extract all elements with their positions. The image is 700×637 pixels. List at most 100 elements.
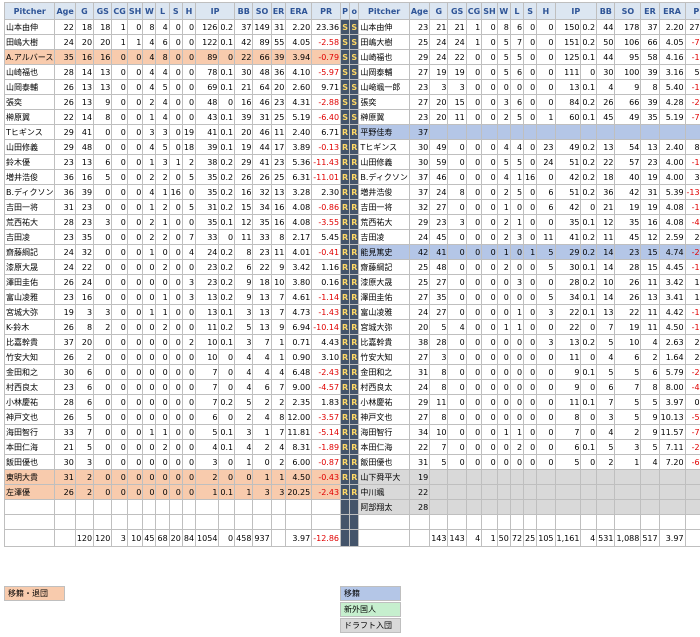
stat-cell: 18 bbox=[93, 19, 113, 35]
stat-cell: 2 bbox=[74, 349, 95, 365]
position-cell: S bbox=[349, 64, 360, 80]
stat-cell: 4.08 bbox=[658, 199, 686, 215]
stat-cell: 0 bbox=[181, 394, 197, 410]
stat-cell: 7 bbox=[614, 379, 642, 395]
stat-cell: 16 bbox=[270, 199, 287, 215]
stat-cell: 2 bbox=[142, 214, 157, 230]
stat-cell: 0 bbox=[168, 109, 183, 125]
stat-cell: 0 bbox=[181, 439, 197, 455]
pitcher-name: 吉田凌 bbox=[358, 229, 410, 245]
position-cell: R bbox=[340, 214, 351, 230]
stat-cell: 11 bbox=[195, 319, 220, 335]
header-cell: ER bbox=[640, 2, 660, 20]
empty-cell bbox=[614, 514, 642, 530]
stat-cell: 0 bbox=[168, 244, 183, 260]
stat-cell: 1.64 bbox=[658, 349, 686, 365]
empty-cell bbox=[408, 529, 431, 547]
stat-cell: 48 bbox=[195, 94, 220, 110]
stat-cell: 3 bbox=[596, 409, 616, 425]
stat-cell: 41 bbox=[554, 229, 582, 245]
stat-cell: 2 bbox=[155, 439, 170, 455]
stat-cell: 20 bbox=[74, 34, 95, 50]
pitcher-name: 増井浩俊 bbox=[358, 184, 410, 200]
stat-cell: 29 bbox=[234, 154, 254, 170]
header-cell: S bbox=[523, 2, 538, 20]
stat-cell: 15 bbox=[640, 259, 660, 275]
stat-cell: 26 bbox=[54, 349, 76, 365]
stat-cell: 6.48 bbox=[285, 364, 313, 380]
data-row: 張奕 26 13 9 0 0 2 4 0 0 48 0 16 46 23 4.31 -2.88 S S 張奕 27 20 1… bbox=[3, 94, 700, 110]
data-row: 金田和之 30 6 0 0 0 0 0 0 0 7 0 4 4 4 6.48 -2.43 R R 金田和之 31 8 0 0 0… bbox=[3, 364, 700, 380]
position-cell: R bbox=[340, 319, 351, 335]
stat-cell: 10.13 bbox=[658, 409, 686, 425]
stat-cell: 4.00 bbox=[658, 154, 686, 170]
stat-cell: 44 bbox=[596, 19, 616, 35]
stat-cell: 7 bbox=[195, 379, 220, 395]
stat-cell: 37 bbox=[234, 19, 254, 35]
stat-cell: 13 bbox=[195, 289, 220, 305]
stat-cell: 3 bbox=[509, 274, 525, 290]
pitcher-name: 比嘉幹貴 bbox=[358, 334, 410, 350]
stat-cell: 2 bbox=[155, 229, 170, 245]
stat-cell: 0 bbox=[142, 439, 157, 455]
position-cell: R bbox=[349, 199, 360, 215]
stat-cell: 0 bbox=[523, 34, 538, 50]
stat-cell: 5 bbox=[496, 49, 511, 65]
stat-cell: 0 bbox=[481, 319, 498, 335]
stat-cell: 2.59 bbox=[658, 229, 686, 245]
stat-cell: 0 bbox=[111, 274, 128, 290]
position-cell: S bbox=[340, 49, 351, 65]
stat-cell: 9.71 bbox=[311, 79, 342, 95]
stat-cell: 9 bbox=[270, 259, 287, 275]
stat-cell: 5 bbox=[596, 334, 616, 350]
header-cell: P bbox=[340, 2, 351, 20]
stat-cell: 30 bbox=[54, 364, 76, 380]
stat-cell: 5 bbox=[234, 319, 254, 335]
stat-cell: 4 bbox=[142, 139, 157, 155]
stat-cell: 4.08 bbox=[285, 199, 313, 215]
stat-cell: 0 bbox=[168, 214, 183, 230]
empty-cell bbox=[554, 499, 582, 515]
stat-cell: 0 bbox=[168, 34, 183, 50]
stat-cell: 0 bbox=[580, 379, 598, 395]
stat-cell: 4.43 bbox=[311, 334, 342, 350]
stat-cell: 0 bbox=[126, 274, 144, 290]
header-cell: G bbox=[74, 2, 95, 20]
stat-cell: 26 bbox=[234, 169, 254, 185]
pitcher-name: 小林慶祐 bbox=[358, 394, 410, 410]
stat-cell: 0 bbox=[509, 394, 525, 410]
stat-cell: 5 bbox=[181, 199, 197, 215]
stat-cell: 42 bbox=[408, 244, 431, 260]
stat-cell: 64 bbox=[252, 79, 272, 95]
stat-cell: 4 bbox=[270, 364, 287, 380]
stat-cell: 0 bbox=[181, 379, 197, 395]
empty-cell bbox=[596, 469, 616, 485]
stat-cell: 2 bbox=[142, 94, 157, 110]
stat-cell: 0 bbox=[481, 379, 498, 395]
stat-cell: 0 bbox=[536, 34, 556, 50]
stat-cell: 0 bbox=[481, 184, 498, 200]
stat-cell: 0 bbox=[218, 379, 236, 395]
stat-cell: 0 bbox=[536, 214, 556, 230]
stat-cell: 13 bbox=[640, 289, 660, 305]
stat-cell: 2 bbox=[155, 319, 170, 335]
stat-cell: 22 bbox=[554, 319, 582, 335]
stat-cell: 4 bbox=[155, 109, 170, 125]
stat-cell: 1,088 bbox=[614, 529, 642, 547]
stat-cell: 0.2 bbox=[218, 244, 236, 260]
stat-cell: 7 bbox=[270, 304, 287, 320]
stat-cell: 0 bbox=[142, 349, 157, 365]
stat-cell: 0 bbox=[126, 64, 144, 80]
stat-cell: 0 bbox=[496, 454, 511, 470]
empty-cell bbox=[3, 529, 56, 547]
stat-cell: 0 bbox=[168, 319, 183, 335]
stat-cell: 10 bbox=[195, 349, 220, 365]
stat-cell: 0 bbox=[465, 214, 483, 230]
header-cell: PR bbox=[311, 2, 342, 20]
stat-cell: 4.08 bbox=[658, 214, 686, 230]
stat-cell: 35 bbox=[195, 214, 220, 230]
totals-row: 120 120 3 10 45 68 20 84 1054 0 458 937 3.97 -12.86 14… bbox=[3, 529, 700, 547]
stat-cell: 0 bbox=[111, 289, 128, 305]
stat-cell: 23 bbox=[614, 244, 642, 260]
